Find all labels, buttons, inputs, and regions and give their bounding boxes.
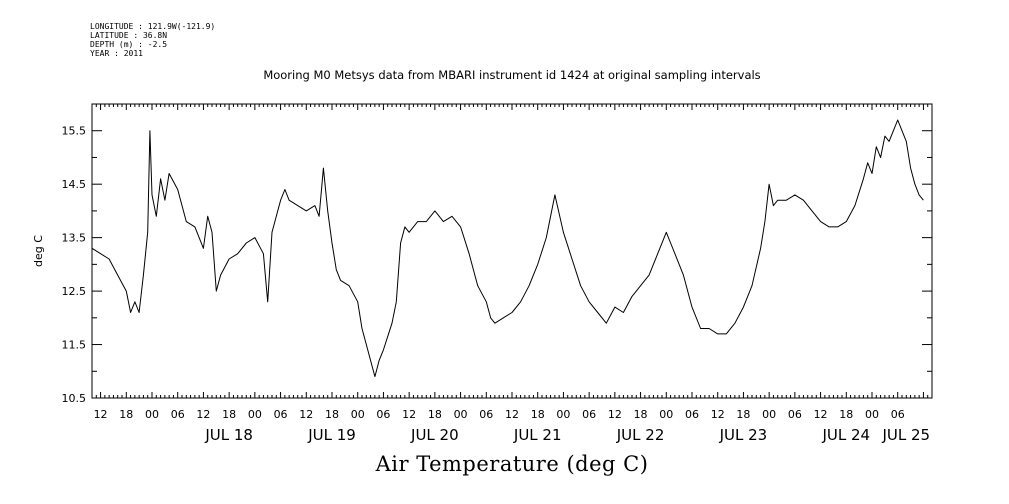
hour-tick-label: 00 bbox=[556, 408, 570, 421]
hour-tick-label: 06 bbox=[685, 408, 699, 421]
series-layer bbox=[91, 119, 924, 378]
latitude-line: LATITUDE : 36.8N bbox=[90, 31, 168, 40]
day-label: JUL 24 bbox=[821, 426, 870, 444]
metadata-block: LONGITUDE : 121.9W(-121.9) LATITUDE : 36… bbox=[90, 22, 215, 58]
y-axis-label: deg C bbox=[32, 235, 45, 267]
hour-tick-label: 00 bbox=[351, 408, 365, 421]
hour-tick-label: 12 bbox=[814, 408, 828, 421]
hour-tick-label: 06 bbox=[376, 408, 390, 421]
y-tick-label: 11.5 bbox=[62, 339, 87, 352]
day-label: JUL 23 bbox=[719, 426, 768, 444]
plot-frame bbox=[91, 103, 933, 399]
hour-tick-label: 18 bbox=[736, 408, 750, 421]
hour-tick-label: 00 bbox=[762, 408, 776, 421]
day-label: JUL 25 bbox=[881, 426, 930, 444]
hour-tick-label: 12 bbox=[711, 408, 725, 421]
hour-tick-label: 18 bbox=[119, 408, 133, 421]
depth-line: DEPTH (m) : -2.5 bbox=[90, 40, 168, 49]
hour-tick-label: 12 bbox=[299, 408, 313, 421]
hour-tick-label: 18 bbox=[531, 408, 545, 421]
chart-subtitle: Air Temperature (deg C) bbox=[375, 452, 649, 476]
hour-tick-label: 18 bbox=[222, 408, 236, 421]
hour-tick-label: 06 bbox=[582, 408, 596, 421]
chart-title: Mooring M0 Metsys data from MBARI instru… bbox=[263, 68, 761, 82]
hour-tick-label: 18 bbox=[325, 408, 339, 421]
hour-tick-label: 06 bbox=[788, 408, 802, 421]
hour-tick-label: 12 bbox=[505, 408, 519, 421]
hour-tick-label: 06 bbox=[891, 408, 905, 421]
y-tick-label: 13.5 bbox=[62, 232, 87, 245]
label-layer: 12 18 00 06 12 18 00 06 12 18 00 06 12 18 00 06 12 18 00 06… bbox=[62, 125, 931, 444]
hour-tick-label: 00 bbox=[454, 408, 468, 421]
series-line bbox=[91, 119, 924, 378]
hour-tick-label: 00 bbox=[248, 408, 262, 421]
year-line: YEAR : 2011 bbox=[90, 49, 143, 58]
day-label: JUL 18 bbox=[204, 426, 253, 444]
hour-tick-label: 12 bbox=[608, 408, 622, 421]
hour-tick-label: 00 bbox=[865, 408, 879, 421]
hour-tick-label: 18 bbox=[839, 408, 853, 421]
hour-tick-label: 18 bbox=[634, 408, 648, 421]
hour-tick-label: 12 bbox=[402, 408, 416, 421]
hour-tick-label: 06 bbox=[479, 408, 493, 421]
y-tick-label: 15.5 bbox=[62, 125, 87, 138]
hour-tick-label: 06 bbox=[171, 408, 185, 421]
day-label: JUL 21 bbox=[513, 426, 562, 444]
day-label: JUL 20 bbox=[410, 426, 459, 444]
y-tick-label: 14.5 bbox=[62, 178, 87, 191]
y-tick-label: 12.5 bbox=[62, 285, 87, 298]
tick-layer bbox=[91, 103, 933, 399]
day-label: JUL 19 bbox=[307, 426, 356, 444]
hour-tick-label: 12 bbox=[196, 408, 210, 421]
hour-tick-label: 18 bbox=[428, 408, 442, 421]
y-tick-label: 10.5 bbox=[62, 392, 87, 405]
day-label: JUL 22 bbox=[616, 426, 665, 444]
hour-tick-label: 12 bbox=[94, 408, 108, 421]
longitude-line: LONGITUDE : 121.9W(-121.9) bbox=[90, 22, 216, 31]
hour-tick-label: 00 bbox=[659, 408, 673, 421]
hour-tick-label: 06 bbox=[274, 408, 288, 421]
hour-tick-label: 00 bbox=[145, 408, 159, 421]
